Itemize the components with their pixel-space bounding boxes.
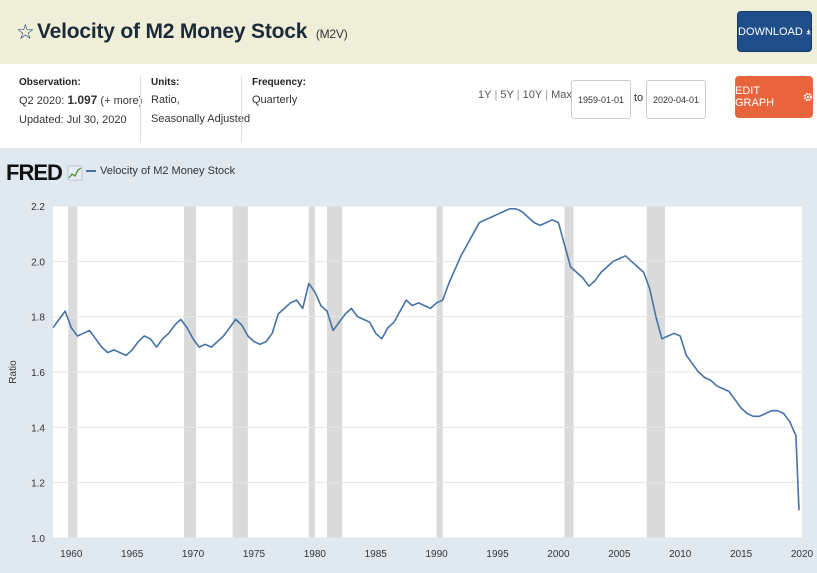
y-tick-label: 1.8 — [31, 313, 45, 324]
line-chart[interactable]: 1.0 1.2 1.4 1.6 1.8 2.0 2.2 1960 1965 1970 1975 198… — [0, 148, 817, 573]
units-line-1: Ratio, — [151, 94, 180, 106]
gear-icon — [803, 92, 813, 102]
x-tick-label: 1990 — [426, 549, 449, 560]
y-tick-label: 1.2 — [31, 479, 45, 490]
download-button[interactable]: DOWNLOAD — [737, 11, 812, 52]
units-line-2: Seasonally Adjusted — [151, 113, 251, 125]
series-line — [52, 207, 800, 511]
x-tick-label: 2005 — [608, 549, 631, 560]
x-tick-label: 1960 — [60, 549, 83, 560]
range-sep: | — [494, 89, 498, 101]
x-tick-label: 2015 — [730, 549, 753, 560]
y-tick-label: 1.0 — [31, 534, 45, 545]
series-id: (M2V) — [315, 27, 348, 41]
fred-chart-icon — [67, 165, 83, 181]
x-tick-label: 2010 — [669, 549, 692, 560]
x-tick-label: 2000 — [547, 549, 570, 560]
edit-graph-button[interactable]: EDIT GRAPH — [735, 76, 813, 118]
start-date-input[interactable]: 1959-01-01 — [571, 80, 631, 119]
legend-swatch — [86, 170, 96, 172]
y-tick-label: 2.2 — [31, 202, 45, 213]
series-title: Velocity of M2 Money Stock — [37, 20, 308, 43]
x-tick-label: 1975 — [243, 549, 266, 560]
chart-legend: Velocity of M2 Money Stock — [86, 165, 235, 177]
observation-period: Q2 2020: — [19, 95, 65, 107]
observation-value: 1.097 — [67, 93, 98, 107]
series-metadata: Observation: Q2 2020: 1.097 (+ more) Upd… — [0, 64, 817, 148]
title-bar: ☆ Velocity of M2 Money Stock (M2V) DOWNL… — [0, 0, 817, 64]
x-tick-label: 1970 — [182, 549, 205, 560]
range-sep: | — [516, 89, 520, 101]
x-tick-label: 2020 — [791, 549, 814, 560]
range-5y[interactable]: 5Y — [500, 89, 514, 101]
fred-logo: FRED — [6, 160, 83, 186]
y-tick-label: 2.0 — [31, 257, 45, 268]
page-title: Velocity of M2 Money Stock (M2V) — [37, 20, 348, 44]
frequency-value: Quarterly — [252, 94, 298, 106]
frequency-label: Frequency: — [252, 77, 306, 88]
updated-date: Updated: Jul 30, 2020 — [19, 114, 127, 126]
y-tick-label: 1.6 — [31, 368, 45, 379]
y-tick-label: 1.4 — [31, 423, 45, 434]
download-label: DOWNLOAD — [738, 25, 803, 38]
end-date-input[interactable]: 2020-04-01 — [646, 80, 706, 119]
download-icon — [806, 28, 811, 34]
range-1y[interactable]: 1Y — [478, 89, 492, 101]
range-max[interactable]: Max — [551, 89, 572, 101]
fred-logo-text: FRED — [6, 160, 63, 185]
x-tick-label: 1995 — [486, 549, 509, 560]
units-block: Units: Ratio, Seasonally Adjusted — [140, 76, 250, 142]
range-selector: 1Y | 5Y | 10Y | Max — [478, 89, 572, 101]
units-label: Units: — [151, 77, 180, 88]
star-icon[interactable]: ☆ — [16, 21, 35, 44]
observation-label: Observation: — [19, 77, 81, 88]
range-10y[interactable]: 10Y — [522, 89, 543, 101]
legend-label: Velocity of M2 Money Stock — [100, 165, 236, 177]
x-tick-label: 1965 — [121, 549, 144, 560]
observation-block: Observation: Q2 2020: 1.097 (+ more) Upd… — [19, 76, 142, 130]
frequency-block: Frequency: Quarterly — [241, 76, 306, 142]
range-sep: | — [545, 89, 549, 101]
x-tick-label: 1985 — [365, 549, 388, 560]
edit-graph-label: EDIT GRAPH — [735, 85, 775, 109]
chart-area: FRED Velocity of M2 Money Stock 1.0 1.2 1.… — [0, 148, 817, 573]
to-label: to — [634, 92, 644, 104]
x-tick-label: 1980 — [304, 549, 327, 560]
y-axis-title: Ratio — [8, 360, 19, 384]
more-link[interactable]: (+ more) — [100, 95, 143, 107]
